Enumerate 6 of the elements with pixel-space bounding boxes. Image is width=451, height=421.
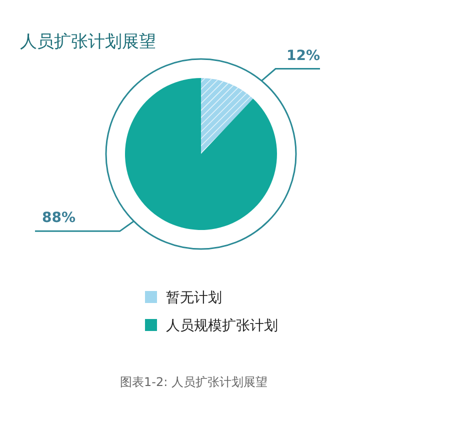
data-label: 88% xyxy=(42,210,76,226)
chart-title: 人员扩张计划展望 xyxy=(20,32,156,52)
data-label: 12% xyxy=(286,48,320,64)
text: 图表1-2: 人员扩张计划展望 xyxy=(120,375,268,389)
legend-label: 人员规模扩张计划 xyxy=(166,318,278,334)
legend-label: 暂无计划 xyxy=(166,290,222,306)
